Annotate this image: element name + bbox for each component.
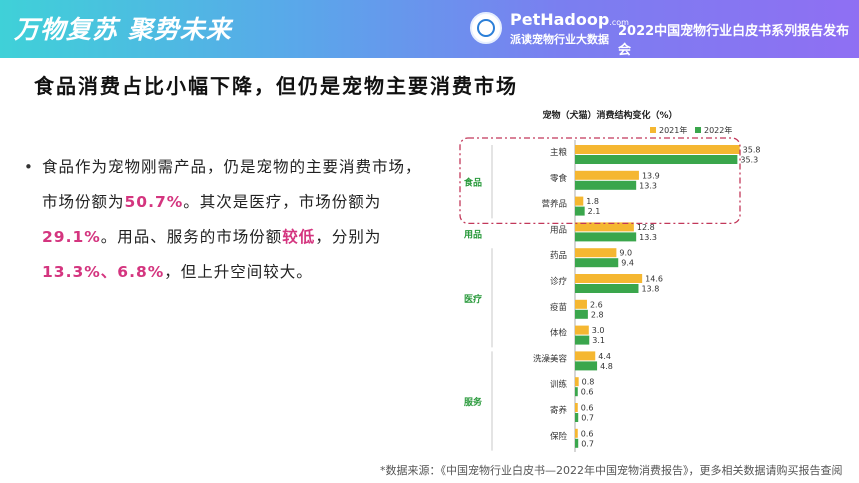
legend-swatch-0 [650,127,656,133]
food-share-value: 50.7% [124,193,184,211]
bar-2022 [575,438,579,448]
category-label: 用品 [550,225,567,235]
category-label: 训练 [550,379,568,390]
bar-value-label: 4.8 [600,362,613,371]
bar-2022 [575,335,590,345]
bar-2022 [575,232,637,242]
bar-value-label: 0.7 [581,439,594,448]
bar-value-label: 2.1 [588,207,601,216]
supplies-share-value: 13.3% [42,263,101,281]
bar-2022 [575,361,598,371]
para-text-4: ，分别为 [315,228,382,246]
bar-2021 [575,170,639,180]
medical-share-value: 29.1% [42,228,101,246]
bar-value-label: 3.1 [592,336,605,345]
bar-2021 [575,222,634,232]
bar-2021 [575,351,596,361]
food-highlight-box [459,137,741,225]
category-label: 药品 [550,250,567,261]
bar-2022 [575,155,738,164]
bar-value-label: 0.6 [581,388,594,397]
bar-value-label: 13.3 [639,233,657,242]
para-text-1: 食品作为宠物刚需产品，仍是宠物的主要消费市场，市场份额为 [42,158,422,211]
para-text-2: 。其次是医疗，市场份额为 [183,193,382,211]
brand-name: PetHadoop.com [510,10,629,29]
service-share-value: 6.8% [117,263,165,281]
bar-2021 [575,196,584,206]
bar-2021 [575,428,578,438]
bar-value-label: 2.8 [591,310,604,319]
legend-label-0: 2021年 [659,125,687,135]
para-text-6: ，但上升空间较大。 [164,263,313,281]
bar-value-label: 0.8 [582,378,595,387]
category-label: 零食 [550,173,568,184]
event-title: 2022中国宠物行业白皮书系列报告发布会 [618,24,850,58]
bar-value-label: 9.4 [621,259,634,268]
bar-2021 [575,274,643,283]
summary-paragraph: 食品作为宠物刚需产品，仍是宠物的主要消费市场，市场份额为50.7%。其次是医疗，… [42,150,422,290]
category-label: 诊疗 [550,276,568,287]
bar-value-label: 4.4 [598,352,611,361]
bar-2022 [575,309,588,319]
bar-2021 [575,377,579,387]
bar-value-label: 2.6 [590,300,603,309]
brand-tagline: 派读宠物行业大数据 [510,33,609,46]
bar-value-label: 0.6 [581,429,594,438]
group-label: 食品 [463,177,482,189]
page-title: 食品消费占比小幅下降，但仍是宠物主要消费市场 [34,74,518,98]
legend-swatch-1 [695,127,701,133]
group-label: 服务 [464,396,483,408]
para-text-3: 。用品、服务的市场份额 [100,228,283,246]
bar-value-label: 13.8 [641,285,659,294]
category-label: 疫苗 [550,302,568,313]
bar-2021 [575,145,740,154]
bar-2021 [575,403,578,412]
category-label: 洗澡美容 [533,353,568,364]
bar-value-label: 12.8 [637,223,655,232]
bar-2022 [575,258,619,268]
category-label: 营养品 [541,199,567,210]
data-source-note: *数据来源：《中国宠物行业白皮书—2022年中国宠物消费报告》，更多相关数据请购… [380,464,843,477]
header-banner [0,0,859,58]
bar-value-label: 35.8 [743,146,761,155]
bar-2022 [575,206,585,216]
bar-value-label: 0.7 [581,414,594,423]
bar-value-label: 1.8 [586,197,599,206]
bullet-dot: • [24,158,33,176]
category-label: 保险 [550,431,568,442]
bar-value-label: 9.0 [619,249,632,258]
legend-label-1: 2022年 [704,125,732,135]
group-label: 用品 [463,229,482,240]
bar-2021 [575,325,589,335]
chart-title: 宠物（犬猫）消费结构变化（%） [542,109,677,121]
bar-value-label: 35.3 [740,156,758,165]
brand-name-text: PetHadoop [510,10,610,29]
para-text-5: 、 [100,263,118,281]
low-emphasis: 较低 [282,228,316,246]
slogan: 万物复苏 聚势未来 [14,15,232,44]
bar-value-label: 13.9 [642,171,660,180]
bar-2022 [575,387,578,397]
category-label: 体检 [550,328,568,339]
bar-2021 [575,248,617,258]
bar-value-label: 13.3 [639,181,657,190]
bar-2021 [575,299,587,309]
bar-2022 [575,284,639,293]
bar-value-label: 3.0 [592,326,605,335]
brand-suffix: .com [609,18,629,27]
bar-2022 [575,413,579,422]
bar-value-label: 14.6 [645,275,663,284]
pethadoop-logo-icon [470,12,502,44]
group-label: 医疗 [464,293,482,305]
bar-value-label: 0.6 [581,404,594,413]
bar-2022 [575,180,637,190]
category-label: 寄养 [550,405,568,416]
category-label: 主粮 [550,147,568,158]
